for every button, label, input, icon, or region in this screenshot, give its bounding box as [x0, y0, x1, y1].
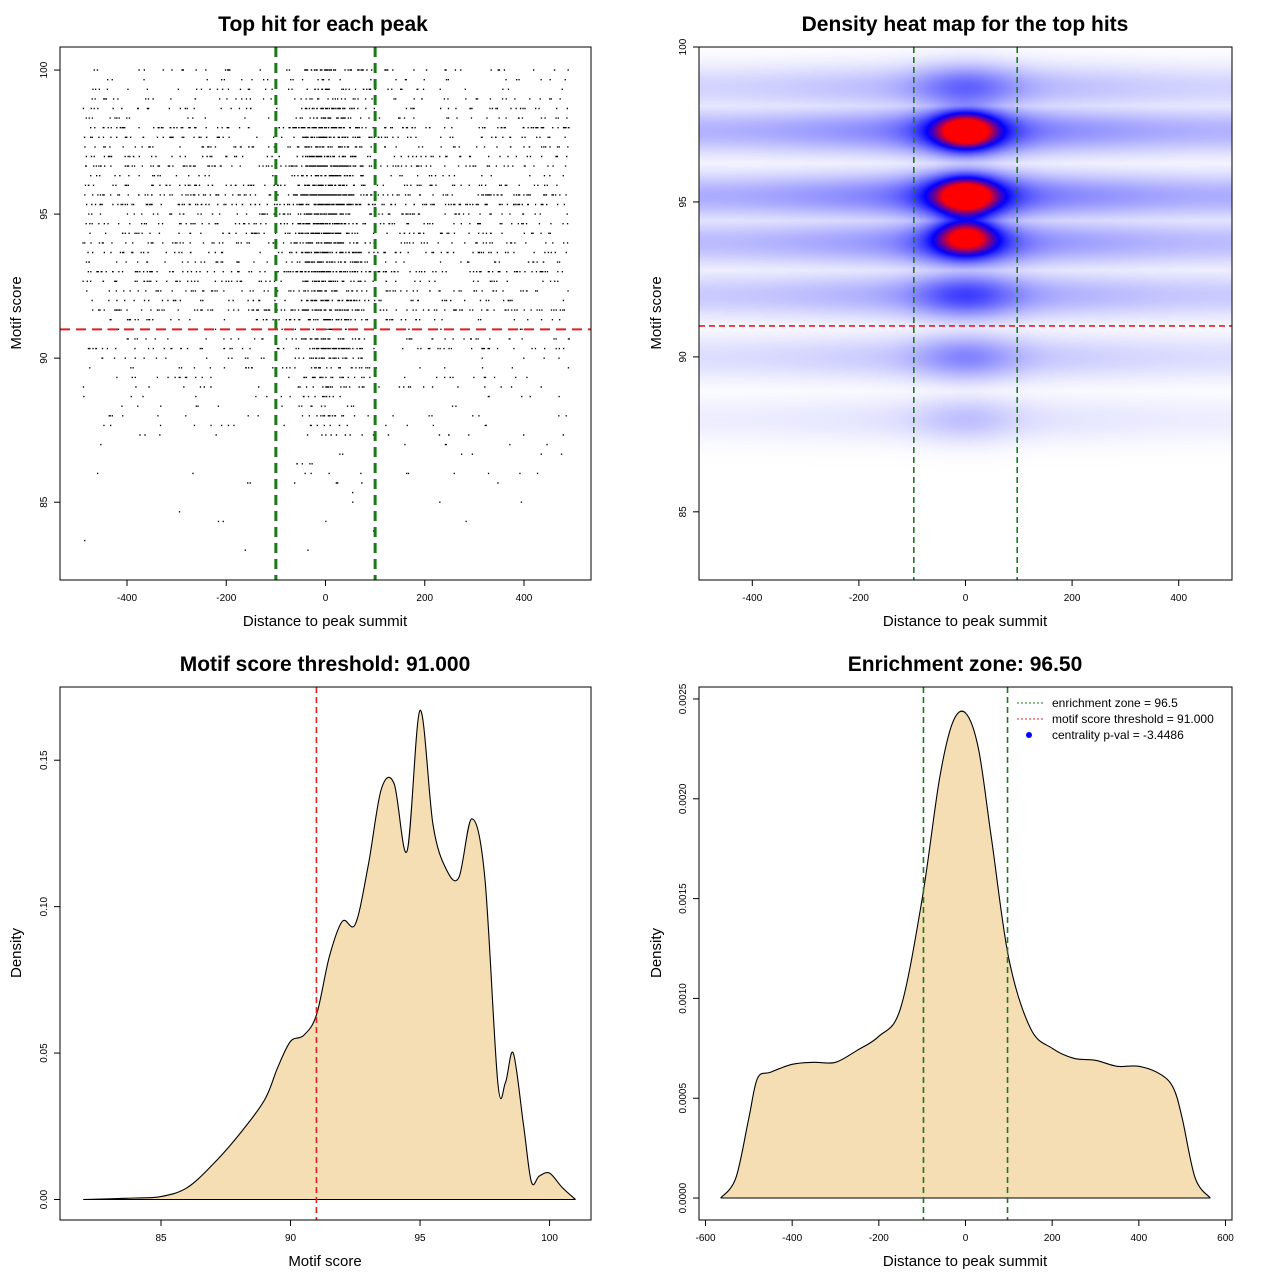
x-tick-label: 600: [1217, 1233, 1234, 1244]
plot-frame: [59, 686, 592, 1221]
density-curve: [83, 709, 576, 1201]
legend-motif-threshold: motif score threshold = 91.000: [1052, 712, 1214, 726]
x-tick-label: -400: [117, 593, 137, 604]
chart-title: Density heat map for the top hits: [802, 13, 1129, 36]
y-tick-label: 0.10: [39, 896, 50, 916]
plot-area: [60, 47, 591, 580]
y-tick-label: 0.0010: [678, 983, 689, 1014]
panel-score-density: Motif score threshold: 91.000 Motif scor…: [8, 653, 592, 1270]
x-tick-label: -400: [782, 1233, 802, 1244]
x-tick-label: 200: [1044, 1233, 1061, 1244]
axes: 85 90 95 100 0.00 0.05 0.10 0.15: [39, 686, 592, 1244]
chart-title: Enrichment zone: 96.50: [848, 653, 1083, 676]
y-tick-label: 0.0005: [678, 1083, 689, 1114]
chart-title: Top hit for each peak: [218, 13, 428, 36]
y-axis-label: Motif score: [8, 276, 25, 349]
y-axis-label: Density: [8, 927, 25, 978]
x-tick-label: -400: [742, 593, 762, 604]
x-tick-label: 0: [963, 593, 969, 604]
y-axis-label: Motif score: [648, 276, 665, 349]
axes: -400 -200 0 200 400 85 90 95 100: [678, 38, 1233, 604]
y-tick-label: 0.05: [39, 1043, 50, 1063]
x-tick-label: 90: [285, 1233, 297, 1244]
axes: -600 -400 -200 0 200 400 600 0.0000 0.0005 0.0010…: [678, 683, 1234, 1244]
y-tick-label: 0.15: [39, 750, 50, 770]
x-tick-label: 400: [1170, 593, 1187, 604]
density-curve: [720, 710, 1211, 1199]
plot-area: [83, 687, 576, 1220]
y-tick-label: 90: [39, 352, 50, 364]
x-tick-label: 200: [416, 593, 433, 604]
x-tick-label: 0: [963, 1233, 969, 1244]
y-tick-label: 90: [678, 351, 689, 363]
y-axis-label: Density: [648, 927, 665, 978]
density-area: [720, 711, 1211, 1198]
x-tick-label: -200: [216, 593, 236, 604]
y-tick-label: 0.0025: [678, 683, 689, 714]
x-tick-label: -600: [695, 1233, 715, 1244]
x-tick-label: 400: [516, 593, 533, 604]
x-tick-label: 400: [1130, 1233, 1147, 1244]
y-tick-label: 95: [678, 196, 689, 208]
y-tick-label: 85: [39, 496, 50, 508]
y-tick-label: 100: [39, 61, 50, 78]
legend-enrichment-zone: enrichment zone = 96.5: [1052, 696, 1178, 710]
density-heatmap-image: [699, 47, 1232, 580]
x-tick-label: -200: [849, 593, 869, 604]
x-tick-label: 0: [323, 593, 329, 604]
legend-swatch-centrality: [1026, 732, 1032, 738]
x-tick-label: 85: [155, 1233, 167, 1244]
panel-top-hit-scatter: Top hit for each peak Distance to peak s…: [8, 13, 592, 630]
x-tick-label: 95: [414, 1233, 426, 1244]
y-tick-label: 0.0000: [678, 1182, 689, 1213]
plot-area: [720, 687, 1211, 1220]
axes: -400 -200 0 200 400 85 90 95 100: [39, 46, 592, 604]
x-axis-label: Distance to peak summit: [883, 1253, 1048, 1270]
chart-title: Motif score threshold: 91.000: [180, 653, 471, 676]
y-tick-label: 95: [39, 208, 50, 220]
y-tick-label: 85: [678, 506, 689, 518]
panel-density-heatmap: Density heat map for the top hits Distan…: [648, 13, 1233, 630]
density-area: [83, 710, 576, 1200]
y-tick-label: 100: [678, 38, 689, 55]
y-tick-label: 0.0015: [678, 883, 689, 914]
x-axis-label: Distance to peak summit: [883, 613, 1048, 630]
y-tick-label: 0.0020: [678, 783, 689, 814]
x-tick-label: 200: [1064, 593, 1081, 604]
plot-area: [699, 47, 1232, 580]
legend: enrichment zone = 96.5 motif score thres…: [1017, 696, 1214, 742]
legend-centrality-pval: centrality p-val = -3.4486: [1052, 728, 1184, 742]
x-axis-label: Distance to peak summit: [243, 613, 408, 630]
x-tick-label: 100: [541, 1233, 558, 1244]
y-tick-label: 0.00: [39, 1189, 50, 1209]
x-tick-label: -200: [869, 1233, 889, 1244]
x-axis-label: Motif score: [288, 1253, 361, 1270]
panel-distance-density: Enrichment zone: 96.50 Distance to peak …: [648, 653, 1234, 1270]
